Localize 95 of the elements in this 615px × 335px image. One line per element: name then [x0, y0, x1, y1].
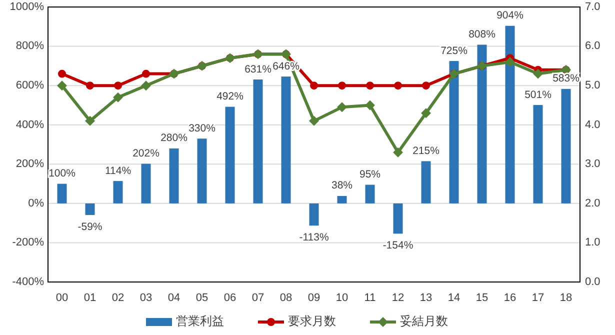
x-tick-label: 14	[448, 292, 460, 304]
y2-tick-label: 7.0	[585, 0, 600, 13]
data-label: 95%	[359, 168, 381, 181]
point	[85, 116, 95, 126]
point	[86, 82, 94, 90]
y-tick-label: 1000%	[10, 0, 44, 13]
bar	[365, 184, 375, 204]
point	[310, 82, 318, 90]
point	[337, 102, 347, 112]
bar	[197, 138, 207, 204]
bar	[141, 164, 151, 204]
bar	[421, 161, 431, 204]
point	[533, 68, 543, 79]
x-tick-label: 09	[308, 292, 320, 304]
data-label: -59%	[78, 220, 102, 233]
data-label: 725%	[440, 44, 468, 57]
y2-tick-label: 0.0	[585, 276, 600, 288]
point	[365, 100, 375, 110]
bar	[113, 181, 123, 204]
data-label: 583%	[552, 72, 580, 85]
y-tick-label: 400%	[16, 118, 44, 131]
legend-label: 要求月数	[288, 314, 336, 328]
y-tick-label: -200%	[12, 236, 44, 249]
bar	[505, 26, 515, 204]
y2-tick-label: 5.0	[585, 79, 600, 92]
y-tick-label: 600%	[16, 79, 44, 92]
bar	[85, 203, 95, 216]
x-tick-label: 16	[504, 292, 516, 304]
data-label: -154%	[382, 239, 414, 252]
y2-tick-label: 4.0	[585, 118, 600, 131]
data-label: 330%	[188, 122, 216, 134]
bar	[449, 61, 459, 204]
data-label: 100%	[48, 168, 76, 180]
y-tick-label: 200%	[16, 158, 44, 170]
point	[422, 82, 430, 90]
bar	[281, 76, 291, 204]
x-tick-label: 06	[224, 292, 236, 304]
x-tick-label: 11	[364, 292, 376, 304]
point	[393, 147, 403, 158]
point	[421, 108, 431, 118]
point	[366, 82, 374, 90]
y2-tick-label: 2.0	[585, 197, 600, 210]
point	[141, 80, 151, 91]
x-tick-label: 17	[532, 292, 544, 304]
bar	[561, 88, 571, 204]
bar	[309, 203, 319, 226]
x-tick-label: 18	[560, 292, 572, 304]
data-label: 808%	[468, 28, 496, 40]
data-label: 492%	[216, 90, 244, 103]
point	[309, 116, 319, 126]
x-tick-label: 08	[280, 292, 292, 304]
x-tick-label: 12	[392, 292, 404, 304]
legend-label: 妥結月数	[400, 314, 448, 328]
x-tick-label: 15	[476, 292, 488, 304]
y-tick-label: 0%	[28, 197, 44, 210]
data-label: 114%	[104, 164, 132, 177]
x-tick-label: 07	[252, 292, 264, 304]
bar	[253, 79, 263, 204]
data-label: 501%	[524, 88, 552, 101]
x-tick-label: 04	[168, 292, 180, 304]
data-label: -113%	[299, 231, 329, 244]
point	[57, 80, 67, 91]
x-tick-label: 03	[140, 292, 152, 304]
x-tick-label: 10	[336, 292, 348, 304]
point	[142, 70, 150, 78]
point	[113, 92, 123, 102]
x-tick-label: 05	[196, 292, 208, 304]
data-label: 904%	[496, 10, 524, 22]
data-label: 215%	[412, 144, 440, 157]
y2-tick-label: 3.0	[585, 158, 600, 170]
y2-tick-label: 1.0	[585, 236, 600, 249]
bar	[337, 196, 347, 204]
point	[58, 70, 66, 78]
data-label: 631%	[244, 63, 272, 76]
x-tick-label: 02	[112, 292, 124, 304]
point	[505, 57, 515, 67]
bar	[225, 106, 235, 204]
x-tick-label: 13	[420, 292, 432, 304]
point	[394, 82, 402, 90]
point	[114, 82, 122, 90]
y2-tick-label: 6.0	[585, 40, 600, 52]
y-tick-label: 800%	[16, 40, 44, 52]
bar	[477, 44, 487, 204]
legend-label: 営業利益	[176, 314, 224, 328]
y-tick-label: -400%	[12, 276, 44, 288]
bar	[533, 105, 543, 204]
data-label: 202%	[132, 148, 160, 160]
x-tick-label: 00	[56, 292, 68, 304]
data-label: 38%	[331, 180, 353, 192]
bar	[57, 184, 67, 204]
bar	[393, 203, 403, 234]
x-tick-label: 01	[84, 292, 96, 304]
point	[338, 82, 346, 90]
data-label: 280%	[160, 132, 188, 144]
bar	[169, 148, 179, 204]
